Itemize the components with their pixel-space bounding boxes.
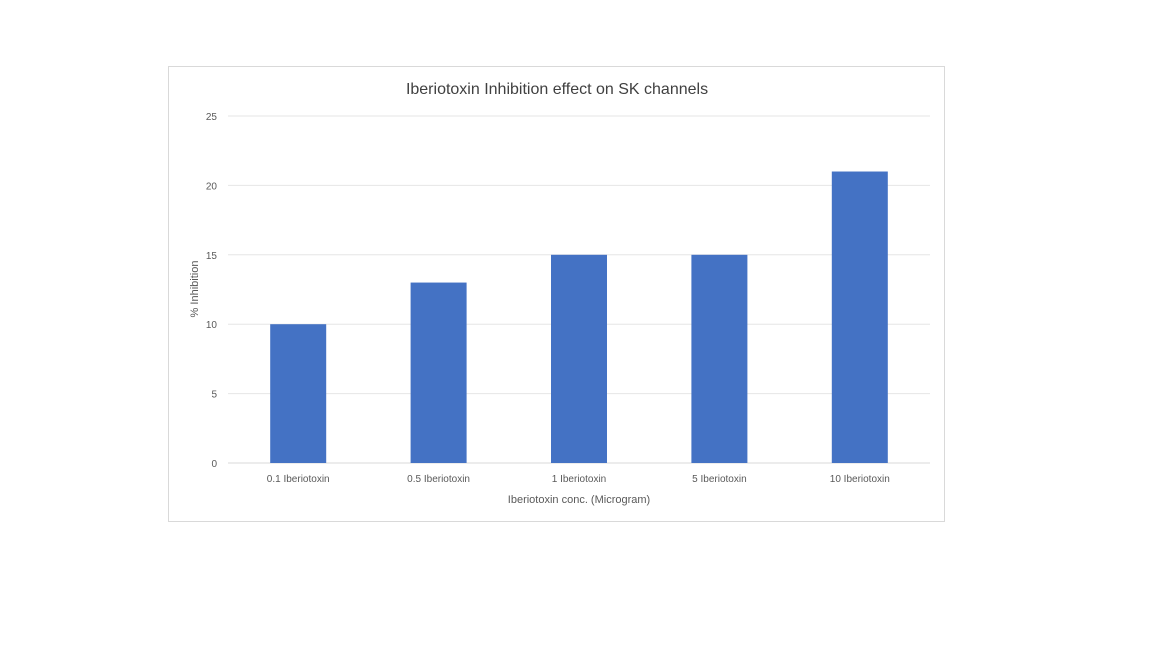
- bar: [270, 324, 327, 463]
- y-axis-ticks: 0 5 10 15 20 25: [206, 112, 218, 470]
- x-tick-label: 10 Iberiotoxin: [830, 474, 890, 485]
- y-tick-label: 20: [206, 181, 218, 192]
- bar: [831, 171, 888, 463]
- x-tick-label: 5 Iberiotoxin: [692, 474, 746, 485]
- bar: [691, 254, 748, 463]
- y-tick-label: 10: [206, 320, 218, 331]
- x-tick-label: 0.1 Iberiotoxin: [267, 474, 330, 485]
- x-tick-label: 1 Iberiotoxin: [552, 474, 606, 485]
- x-axis-label: Iberiotoxin conc. (Microgram): [508, 494, 650, 506]
- y-tick-label: 0: [211, 459, 217, 470]
- x-axis-ticks: 0.1 Iberiotoxin 0.5 Iberiotoxin 1 Iberioto…: [267, 474, 890, 485]
- y-tick-label: 15: [206, 251, 218, 262]
- bars: [270, 171, 888, 463]
- bar: [551, 254, 607, 463]
- y-axis-label: % Inhibition: [189, 261, 201, 318]
- chart-title: Iberiotoxin Inhibition effect on SK chan…: [406, 81, 708, 98]
- gridlines: [228, 115, 930, 464]
- y-tick-label: 5: [211, 390, 217, 401]
- x-tick-label: 0.5 Iberiotoxin: [407, 474, 470, 485]
- y-tick-label: 25: [206, 112, 218, 123]
- bar: [410, 282, 467, 463]
